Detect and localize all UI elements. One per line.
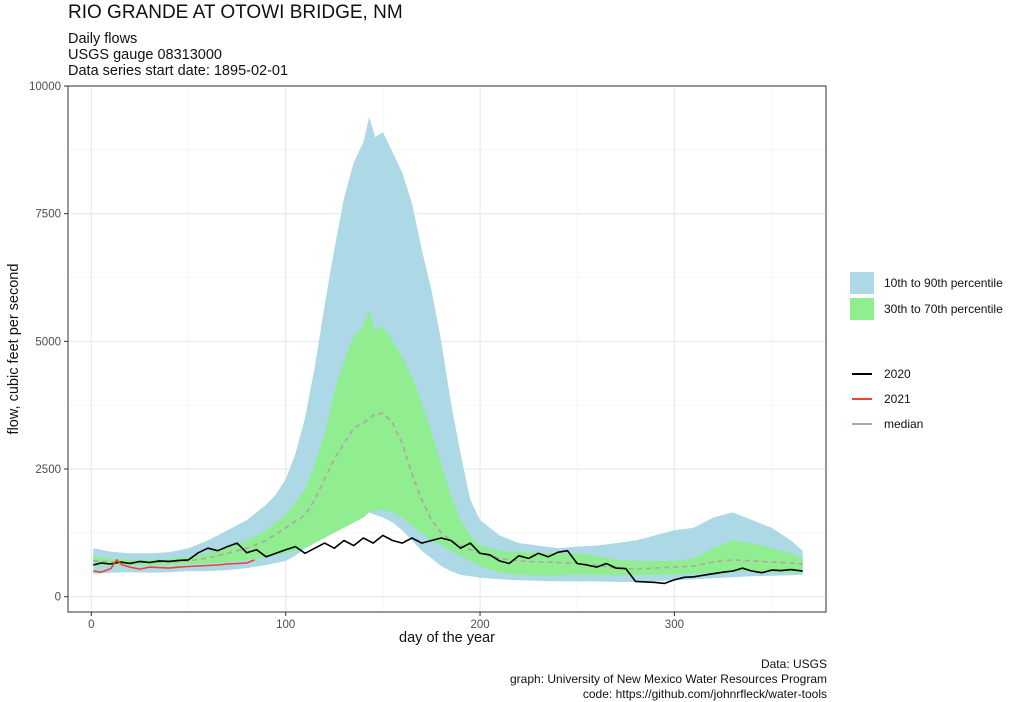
y-tick-label: 2500 (35, 464, 61, 476)
series-line-2021 (93, 559, 255, 574)
caption-graph-credit: graph: University of New Mexico Water Re… (510, 672, 827, 686)
y-tick-label: 7500 (35, 209, 61, 221)
x-tick-label: 0 (88, 619, 94, 631)
percentile-bands (93, 116, 803, 582)
y-tick-label: 5000 (35, 336, 61, 348)
subtitle-line-3: Data series start date: 1895-02-01 (68, 63, 289, 79)
legend-label-2021: 2021 (884, 392, 911, 406)
band-30th-to-70th-percentile (93, 310, 803, 576)
chart-title: RIO GRANDE AT OTOWI BRIDGE, NM (68, 2, 403, 23)
x-tick-label: 300 (665, 619, 684, 631)
x-tick-label: 100 (276, 619, 295, 631)
panel-border (67, 85, 827, 613)
legend-label-10th-to-90th-percentile: 10th to 90th percentile (884, 276, 1003, 290)
x-axis-title: day of the year (399, 630, 495, 646)
y-tick-label: 0 (55, 592, 61, 604)
legend-key-30th-to-70th-percentile (850, 298, 874, 320)
subtitle-line-2: USGS gauge 08313000 (68, 47, 222, 63)
subtitle-line-1: Daily flows (68, 31, 138, 47)
legend-key-10th-to-90th-percentile (850, 272, 874, 294)
series-line-2020 (93, 534, 803, 585)
legend: 10th to 90th percentile 30th to 70th perc… (850, 272, 1003, 431)
y-axis-title: flow, cubic feet per second (6, 264, 22, 435)
x-tick-label: 200 (470, 619, 489, 631)
axis-ticks: 0 2500 5000 7500 10000 0 100 200 300 (29, 81, 684, 631)
legend-label-30th-to-70th-percentile: 30th to 70th percentile (884, 302, 1003, 316)
legend-label-2020: 2020 (884, 367, 911, 381)
legend-label-median: median (884, 417, 923, 431)
series-line-median (93, 411, 803, 570)
y-tick-label: 10000 (29, 81, 61, 93)
series-lines (93, 411, 803, 585)
caption-data-source: Data: USGS (760, 657, 827, 671)
caption-code-link: code: https://github.com/johnrfleck/wate… (582, 687, 827, 701)
